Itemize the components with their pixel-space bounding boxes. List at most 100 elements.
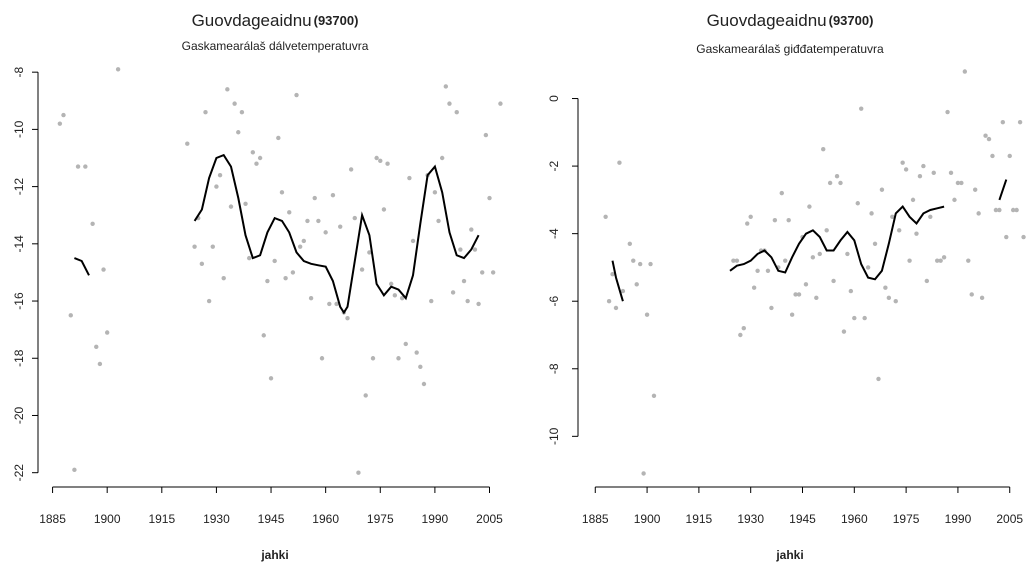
data-point — [287, 210, 292, 215]
data-point — [367, 250, 372, 255]
data-point — [225, 87, 230, 92]
data-point — [637, 261, 643, 267]
data-point — [410, 238, 416, 244]
data-point — [483, 132, 489, 138]
data-point — [345, 316, 350, 321]
data-point — [1017, 119, 1023, 125]
y-tick-label: 0 — [547, 95, 561, 102]
data-point — [338, 224, 343, 229]
data-point — [966, 258, 971, 263]
x-tick-label: 2005 — [996, 512, 1023, 526]
data-point — [221, 275, 226, 281]
data-point — [948, 170, 954, 176]
data-point — [627, 241, 633, 246]
x-tick-label: 1885 — [39, 512, 66, 526]
data-point — [214, 184, 219, 189]
data-point — [418, 364, 423, 370]
data-point — [810, 255, 816, 260]
data-point — [651, 393, 657, 398]
data-point — [610, 271, 615, 277]
y-tick-label: -2 — [547, 160, 561, 171]
data-point — [101, 267, 106, 272]
data-point — [617, 160, 622, 165]
data-point — [921, 163, 926, 169]
data-point — [872, 241, 878, 246]
data-point — [57, 121, 63, 126]
data-point — [439, 155, 445, 161]
y-tick-label: -16 — [12, 292, 26, 310]
data-point — [90, 221, 95, 226]
data-point — [962, 69, 968, 74]
x-tick-label: 1975 — [893, 512, 920, 526]
data-point — [935, 258, 940, 263]
data-point — [969, 292, 974, 297]
data-point — [755, 268, 760, 274]
data-point — [783, 258, 788, 263]
title-station: (93700) — [314, 13, 359, 28]
x-tick-label: 1945 — [789, 512, 816, 526]
data-point — [301, 238, 307, 244]
data-point — [862, 315, 867, 321]
data-point — [436, 218, 441, 224]
data-point — [392, 293, 398, 298]
y-tick-label: -22 — [12, 464, 26, 482]
chart-title: Guovdageaidnu (93700) — [707, 11, 874, 30]
x-tick-label: 1900 — [94, 512, 121, 526]
y-tick-label: -8 — [12, 67, 26, 78]
data-point — [261, 333, 266, 338]
data-point — [75, 164, 81, 169]
data-point — [907, 258, 912, 263]
y-tick-label: -8 — [547, 363, 561, 374]
data-point — [206, 298, 212, 304]
data-point — [490, 270, 496, 275]
x-tick-label: 1885 — [582, 512, 609, 526]
data-point — [83, 164, 88, 169]
y-tick-label: -10 — [12, 120, 26, 138]
x-tick-label: 1930 — [737, 512, 764, 526]
data-point — [910, 197, 916, 203]
data-point — [232, 101, 237, 106]
data-point — [831, 278, 836, 284]
data-point — [68, 313, 73, 318]
data-point — [246, 255, 252, 261]
data-point — [104, 330, 110, 335]
data-point — [803, 282, 809, 287]
data-point — [203, 110, 208, 115]
data-point — [458, 247, 463, 252]
data-point — [914, 231, 919, 236]
data-point — [228, 204, 234, 209]
data-point — [807, 204, 812, 209]
data-point — [94, 344, 99, 350]
data-point — [348, 167, 354, 172]
data-point — [841, 329, 847, 334]
data-point — [432, 190, 438, 195]
data-point — [447, 101, 452, 106]
data-point — [848, 288, 854, 294]
data-point — [290, 270, 296, 275]
data-point — [972, 187, 978, 192]
data-point — [855, 201, 860, 206]
data-point — [498, 101, 503, 106]
data-point — [388, 281, 394, 287]
data-point — [217, 172, 223, 178]
data-point — [903, 167, 909, 172]
data-point — [893, 299, 898, 304]
data-point — [199, 261, 205, 267]
y-tick-label: -18 — [12, 349, 26, 367]
data-point — [945, 109, 950, 115]
data-point — [265, 278, 270, 284]
data-point — [917, 174, 923, 179]
data-point — [243, 201, 248, 206]
data-point — [414, 350, 419, 355]
x-tick-label: 1990 — [945, 512, 972, 526]
data-point — [814, 295, 819, 301]
data-point — [897, 228, 902, 233]
chart: Guovdageaidnu (93700) Gaskamearálaš giđđat… — [547, 11, 1026, 562]
data-point — [330, 192, 336, 198]
data-point — [838, 180, 843, 186]
data-point — [620, 288, 626, 294]
data-point — [765, 268, 771, 274]
chart-subtitle: Gaskamearálaš giđđatemperatuvra — [696, 42, 884, 56]
data-point — [824, 228, 829, 233]
data-point — [1014, 207, 1019, 213]
